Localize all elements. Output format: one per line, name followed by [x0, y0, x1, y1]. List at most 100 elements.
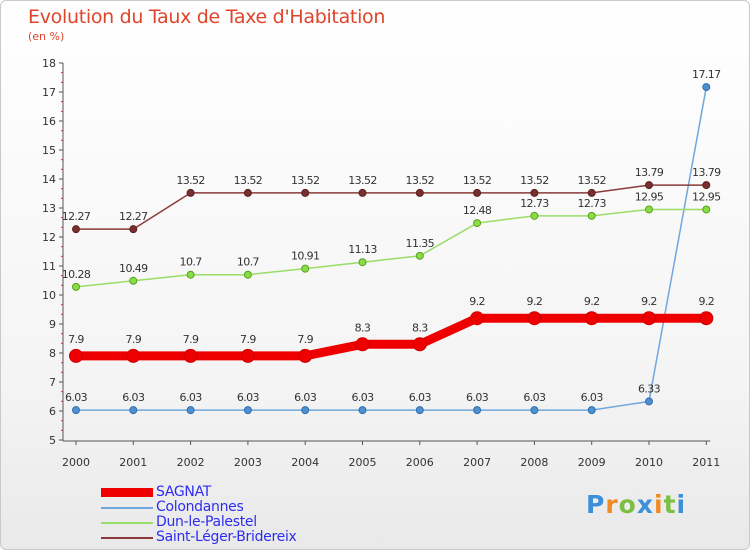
data-point-saint-l-ger-bridereix [301, 188, 310, 197]
data-point-sagnat [412, 337, 427, 352]
data-label-sagnat: 9.2 [641, 295, 657, 308]
data-label-dun-le-palestel: 12.73 [577, 197, 606, 210]
data-label-sagnat: 9.2 [698, 295, 714, 308]
data-label-dun-le-palestel: 12.95 [692, 190, 721, 203]
data-label-colondannes: 6.03 [409, 391, 432, 404]
data-label-sagnat: 7.9 [297, 333, 313, 346]
x-tick-label: 2005 [349, 456, 377, 469]
data-point-sagnat [69, 348, 83, 363]
data-label-saint-l-ger-bridereix: 12.27 [119, 210, 148, 223]
data-point-dun-le-palestel [186, 270, 195, 279]
data-point-saint-l-ger-bridereix [587, 188, 596, 197]
x-tick-label: 2011 [692, 456, 720, 469]
y-tick-label: 11 [42, 260, 56, 273]
y-tick-label: 13 [42, 202, 56, 215]
x-tick-label: 2009 [578, 456, 606, 469]
legend-label-colondannes: Colondannes [156, 499, 244, 515]
data-point-saint-l-ger-bridereix [129, 225, 138, 234]
data-point-dun-le-palestel [301, 264, 310, 273]
data-label-saint-l-ger-bridereix: 13.52 [348, 174, 377, 187]
data-label-sagnat: 8.3 [412, 321, 428, 334]
data-point-sagnat [584, 311, 599, 326]
data-label-dun-le-palestel: 10.7 [237, 256, 260, 269]
data-point-dun-le-palestel [587, 211, 596, 220]
series-line-saint-l-ger-bridereix [75, 184, 708, 230]
y-tick-label: 6 [49, 405, 56, 418]
data-point-sagnat [470, 311, 485, 326]
data-label-dun-le-palestel: 10.91 [291, 250, 320, 263]
data-label-sagnat: 9.2 [584, 295, 600, 308]
y-tick-label: 18 [42, 57, 56, 70]
data-point-colondannes [645, 397, 653, 406]
data-point-saint-l-ger-bridereix [186, 188, 195, 197]
y-tick-label: 15 [42, 144, 56, 157]
data-label-colondannes: 6.03 [581, 391, 604, 404]
data-point-colondannes [186, 406, 195, 415]
data-point-dun-le-palestel [72, 282, 80, 291]
data-label-saint-l-ger-bridereix: 13.52 [406, 174, 435, 187]
data-point-sagnat [355, 337, 370, 352]
data-point-sagnat [527, 311, 542, 326]
data-label-saint-l-ger-bridereix: 13.52 [463, 174, 492, 187]
data-label-sagnat: 9.2 [469, 295, 485, 308]
y-tick-label: 8 [49, 347, 56, 360]
x-tick-label: 2000 [62, 456, 90, 469]
data-point-saint-l-ger-bridereix [473, 188, 482, 197]
data-point-saint-l-ger-bridereix [358, 188, 367, 197]
x-tick-label: 2004 [291, 456, 319, 469]
data-label-dun-le-palestel: 10.28 [62, 268, 91, 281]
data-point-colondannes [243, 406, 252, 415]
data-label-dun-le-palestel: 10.49 [119, 262, 148, 275]
y-tick-label: 17 [42, 86, 56, 99]
x-tick-label: 2010 [635, 456, 663, 469]
data-label-saint-l-ger-bridereix: 13.79 [635, 166, 664, 179]
data-label-dun-le-palestel: 10.7 [180, 256, 203, 269]
data-point-dun-le-palestel [473, 219, 482, 228]
data-label-saint-l-ger-bridereix: 12.27 [62, 210, 91, 223]
data-point-sagnat [240, 348, 255, 363]
data-label-colondannes: 6.03 [65, 391, 88, 404]
chart-title: Evolution du Taux de Taxe d'Habitation [28, 6, 386, 28]
y-tick-label: 14 [42, 173, 56, 186]
data-label-sagnat: 7.9 [68, 333, 84, 346]
data-point-saint-l-ger-bridereix [415, 188, 424, 197]
logo-letter: P [586, 490, 606, 519]
legend-swatch-colondannes [101, 507, 153, 509]
proxiti-logo: Proxiti [586, 490, 686, 519]
data-label-saint-l-ger-bridereix: 13.52 [234, 174, 263, 187]
data-label-saint-l-ger-bridereix: 13.52 [520, 174, 549, 187]
series-line-sagnat [71, 313, 711, 361]
data-label-saint-l-ger-bridereix: 13.52 [291, 174, 320, 187]
data-point-colondannes [358, 406, 367, 415]
x-tick-label: 2006 [406, 456, 434, 469]
logo-letter: r [605, 490, 619, 519]
data-label-colondannes: 6.03 [180, 391, 203, 404]
series-line-colondannes [75, 86, 708, 411]
y-tick-label: 5 [49, 434, 56, 447]
x-tick-label: 2003 [234, 456, 262, 469]
series-line-dun-le-palestel [75, 208, 708, 288]
data-point-dun-le-palestel [243, 270, 252, 279]
data-label-dun-le-palestel: 11.13 [348, 243, 377, 256]
data-label-colondannes: 6.03 [466, 391, 489, 404]
data-point-saint-l-ger-bridereix [72, 225, 80, 234]
data-label-saint-l-ger-bridereix: 13.52 [577, 174, 606, 187]
data-point-dun-le-palestel [702, 205, 711, 214]
data-label-dun-le-palestel: 12.73 [520, 197, 549, 210]
logo-letter: x [636, 490, 654, 519]
x-tick-label: 2007 [463, 456, 491, 469]
legend-label-sagnat: SAGNAT [156, 484, 212, 500]
data-point-dun-le-palestel [358, 258, 367, 267]
data-point-dun-le-palestel [645, 205, 653, 214]
data-point-sagnat [642, 311, 656, 326]
y-tick-label: 9 [49, 318, 56, 331]
data-point-colondannes [530, 406, 539, 415]
data-label-dun-le-palestel: 12.48 [463, 204, 492, 217]
legend-swatch-sagnat [101, 488, 153, 497]
data-point-sagnat [699, 311, 714, 326]
data-label-sagnat: 7.9 [183, 333, 199, 346]
logo-letter: i [676, 490, 687, 519]
data-label-saint-l-ger-bridereix: 13.79 [692, 166, 721, 179]
y-tick-label: 10 [42, 289, 56, 302]
x-tick-label: 2002 [177, 456, 205, 469]
